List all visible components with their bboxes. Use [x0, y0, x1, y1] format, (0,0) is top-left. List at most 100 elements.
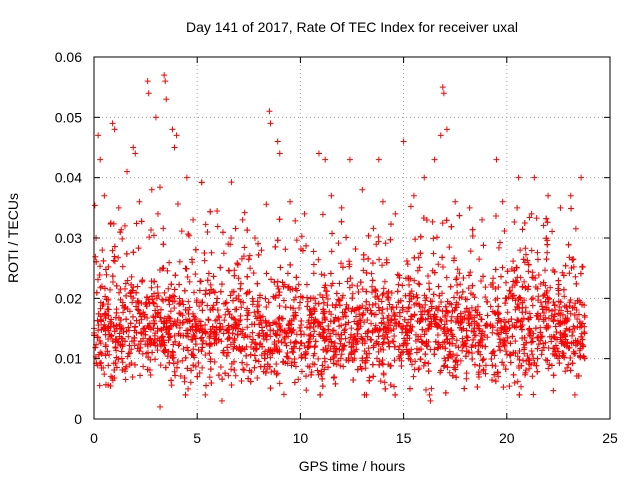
data-point [543, 324, 550, 331]
data-point [581, 323, 588, 330]
data-point [475, 342, 482, 349]
data-point [435, 283, 442, 290]
data-point [488, 356, 495, 363]
data-point [539, 306, 546, 313]
data-point [113, 282, 120, 289]
data-point [507, 291, 514, 298]
data-point [440, 90, 447, 97]
data-point [378, 320, 385, 327]
data-point [381, 325, 388, 332]
data-point [540, 318, 547, 325]
data-point [459, 335, 466, 342]
data-point [535, 316, 542, 323]
data-point [109, 337, 116, 344]
data-point [419, 326, 426, 333]
data-point [399, 282, 406, 289]
data-point [392, 210, 399, 217]
data-point [263, 304, 270, 311]
data-point [450, 294, 457, 301]
data-point [357, 279, 364, 286]
data-point [205, 317, 212, 324]
data-point [188, 351, 195, 358]
data-point [198, 179, 205, 186]
data-point [105, 306, 112, 313]
data-point [471, 294, 478, 301]
data-point [578, 333, 585, 340]
data-point [263, 323, 270, 330]
data-point [290, 343, 297, 350]
data-point [363, 350, 370, 357]
data-point [362, 305, 369, 312]
data-point [241, 244, 248, 251]
data-point [492, 285, 499, 292]
data-point [207, 366, 214, 373]
data-point [258, 324, 265, 331]
data-point [454, 352, 461, 359]
data-point [442, 303, 449, 310]
data-point [529, 274, 536, 281]
data-point [97, 156, 104, 163]
data-point [167, 333, 174, 340]
data-point [517, 247, 524, 254]
data-point [468, 304, 475, 311]
data-point [529, 338, 536, 345]
data-point [342, 326, 349, 333]
data-point [130, 144, 137, 151]
data-point [225, 322, 232, 329]
data-point [260, 335, 267, 342]
data-point [325, 364, 332, 371]
data-point [234, 331, 241, 338]
data-point [387, 322, 394, 329]
data-point [237, 347, 244, 354]
data-point [541, 267, 548, 274]
data-point [231, 367, 238, 374]
data-point [427, 346, 434, 353]
data-point [129, 287, 136, 294]
data-point [448, 301, 455, 308]
data-point [476, 339, 483, 346]
data-point [311, 361, 318, 368]
data-point [289, 348, 296, 355]
data-point [426, 391, 433, 398]
data-point [255, 251, 262, 258]
data-point [469, 233, 476, 240]
data-point [555, 277, 562, 284]
data-point [215, 372, 222, 379]
data-point [191, 333, 198, 340]
data-point [101, 192, 108, 199]
data-point [581, 355, 588, 362]
data-point [550, 387, 557, 394]
data-point [174, 364, 181, 371]
data-point [369, 328, 376, 335]
data-point [354, 282, 361, 289]
data-point [110, 257, 117, 264]
data-point [335, 315, 342, 322]
data-point [123, 292, 130, 299]
data-point [128, 273, 135, 280]
data-point [430, 291, 437, 298]
data-point [270, 319, 277, 326]
data-point [161, 289, 168, 296]
data-point [100, 301, 107, 308]
data-point [123, 328, 130, 335]
data-point [492, 266, 499, 273]
data-point [249, 295, 256, 302]
data-point [322, 282, 329, 289]
data-point [417, 308, 424, 315]
data-point [385, 288, 392, 295]
data-point [276, 216, 283, 223]
data-point [190, 346, 197, 353]
data-point [574, 338, 581, 345]
data-point [265, 299, 272, 306]
data-point [322, 156, 329, 163]
data-point [445, 355, 452, 362]
data-point [107, 220, 114, 227]
data-point [379, 306, 386, 313]
data-point [214, 307, 221, 314]
data-point [471, 332, 478, 339]
data-point [551, 268, 558, 275]
data-point [327, 270, 334, 277]
data-point [434, 234, 441, 241]
data-point [457, 357, 464, 364]
data-point [568, 264, 575, 271]
